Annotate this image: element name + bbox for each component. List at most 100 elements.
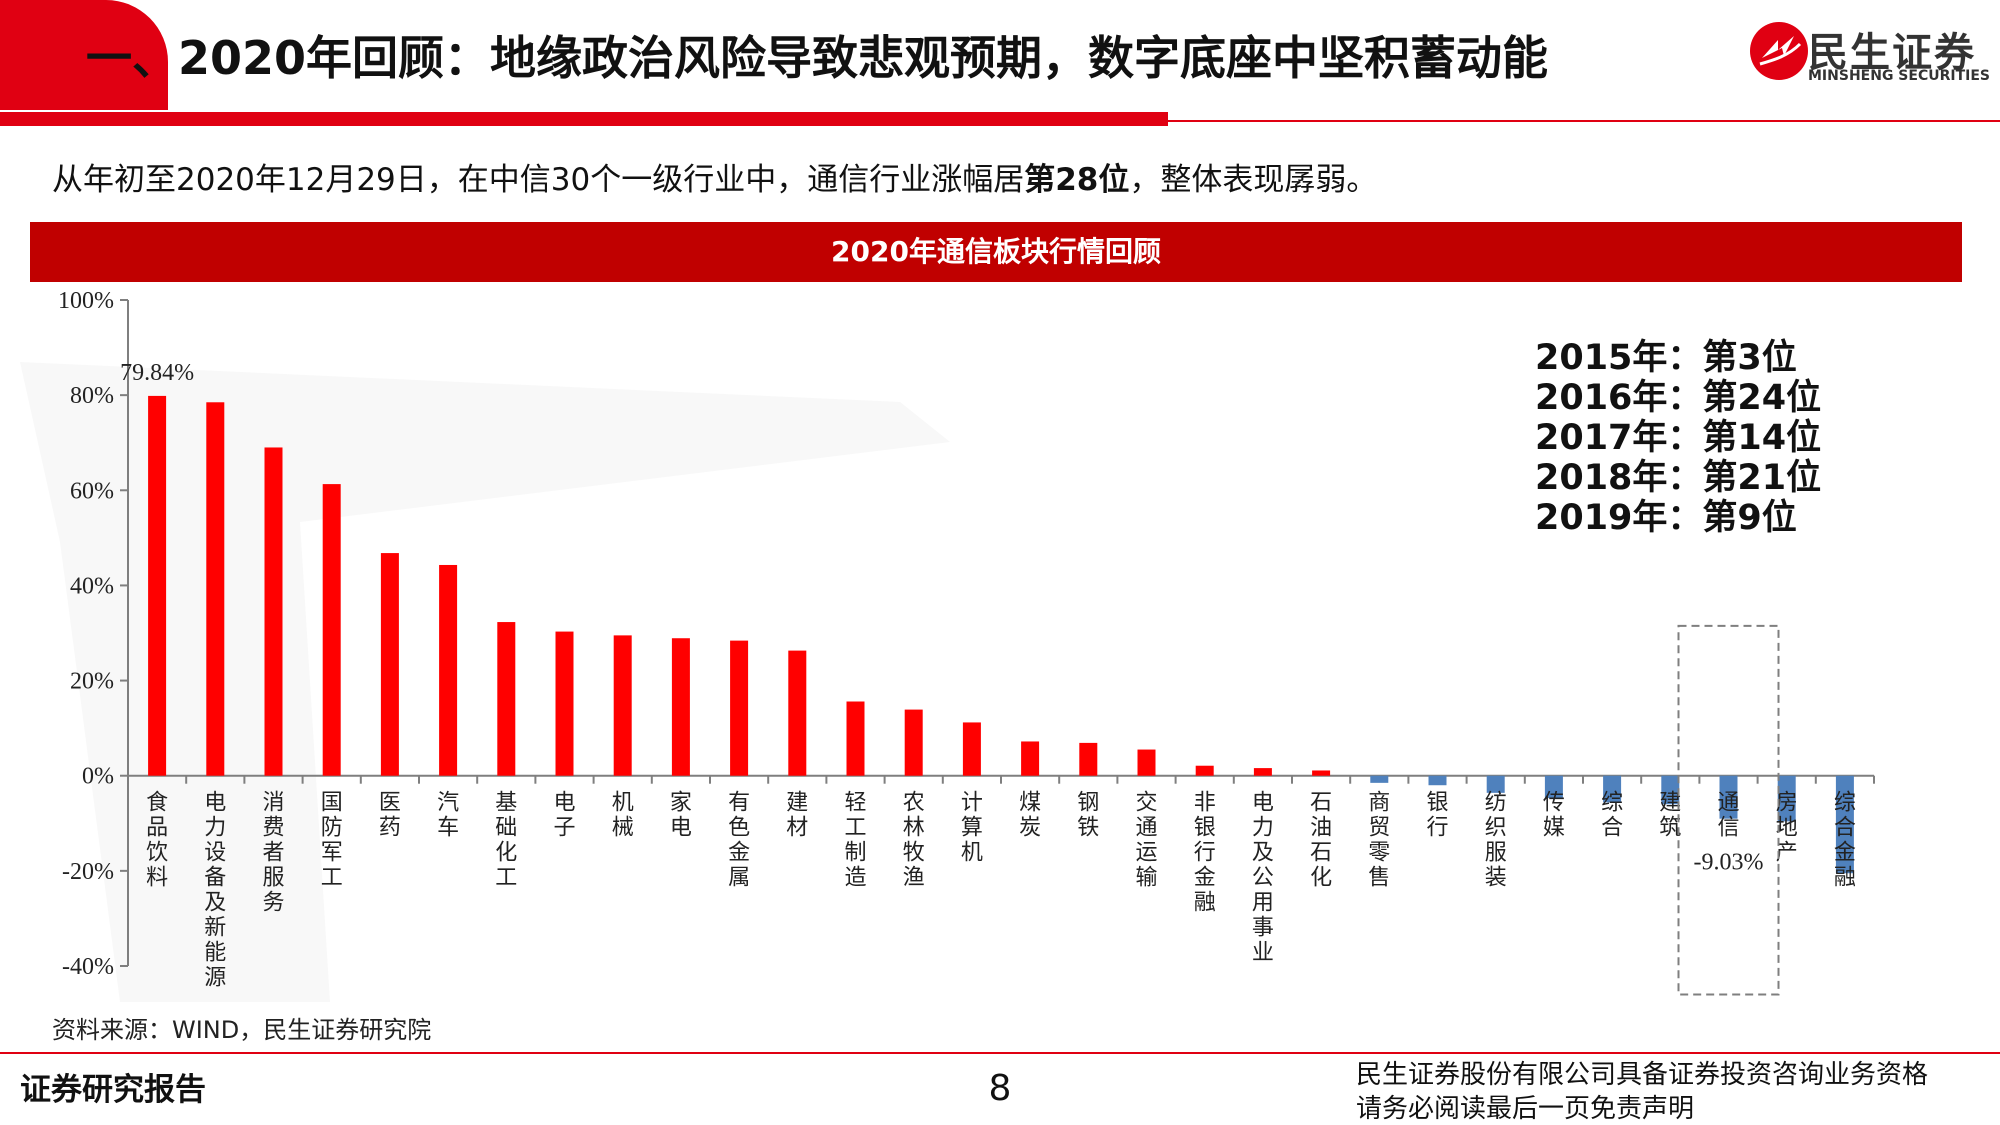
rank-history-2015: 2015年：第3位 xyxy=(1535,338,1797,378)
rank-history: 2015年：第3位 2016年：第24位 2017年：第14位 2018年：第2… xyxy=(1535,338,1835,538)
bar-交通运输 xyxy=(1137,749,1156,776)
chart-title-band xyxy=(30,222,1962,282)
brand-name-en: MINSHENG SECURITIES xyxy=(1808,68,1990,84)
rank-history-2018: 2018年：第21位 xyxy=(1535,458,1822,498)
y-tick-label: 0% xyxy=(82,764,114,790)
data-source: 资料来源：WIND，民生证券研究院 xyxy=(52,1016,432,1044)
bar-医药 xyxy=(380,553,399,776)
x-tick-label: 交通运输 xyxy=(1135,791,1157,891)
bar-非银行金融 xyxy=(1195,765,1214,776)
x-tick-label: 汽车 xyxy=(437,791,459,841)
x-tick-label: 食品饮料 xyxy=(146,791,168,891)
x-tick-label: 传媒 xyxy=(1543,791,1565,841)
x-tick-label: 有色金属 xyxy=(728,791,750,891)
watermark xyxy=(20,362,950,1002)
data-label: -9.03% xyxy=(1694,850,1764,876)
x-tick-label: 消费者服务 xyxy=(262,791,284,916)
y-axis-ticks: 100% 80% 60% 40% 20% 0% -20% -40% xyxy=(58,288,128,980)
subtitle-prefix: 从年初至2020年12月29日，在中信30个一级行业中，通信行业涨幅居 xyxy=(52,162,1025,198)
header-accent-tab xyxy=(0,0,168,110)
x-tick-label: 医药 xyxy=(379,791,401,841)
bar-计算机 xyxy=(962,722,981,776)
rank-history-2019: 2019年：第9位 xyxy=(1535,498,1797,538)
bar-综合 xyxy=(1603,775,1622,803)
footer-report-type: 证券研究报告 xyxy=(20,1072,206,1108)
subtitle: 从年初至2020年12月29日，在中信30个一级行业中，通信行业涨幅居第28位，… xyxy=(52,154,1377,199)
subtitle-suffix: ，整体表现孱弱。 xyxy=(1129,162,1378,198)
y-tick-label: 20% xyxy=(70,669,114,695)
bar-有色金属 xyxy=(730,640,749,776)
bar-综合金融 xyxy=(1835,775,1854,874)
bar-建材 xyxy=(788,650,807,776)
x-tick-label: 国防军工 xyxy=(321,791,343,891)
x-tick-label: 家电 xyxy=(670,791,692,841)
bar-农林牧渔 xyxy=(904,709,923,776)
x-tick-label: 建筑 xyxy=(1659,791,1681,841)
y-tick-label: 80% xyxy=(70,383,114,409)
bar-建筑 xyxy=(1661,775,1680,805)
bar-钢铁 xyxy=(1079,742,1098,776)
x-tick-label: 农林牧渔 xyxy=(903,791,925,891)
x-tick-label: 非银行金融 xyxy=(1194,791,1216,916)
bar-纺织服装 xyxy=(1486,775,1505,793)
bar-食品饮料 xyxy=(148,395,167,776)
x-tick-label: 银行 xyxy=(1426,791,1448,841)
bar-石油石化 xyxy=(1312,770,1331,776)
header-divider xyxy=(0,112,1168,126)
footer-disclaimer: 请务必阅读最后一页免责声明 xyxy=(1356,1094,1695,1124)
bar-电力及公用事业 xyxy=(1253,768,1272,776)
x-tick-label: 综合金融 xyxy=(1834,791,1856,891)
bar-电子 xyxy=(555,631,574,776)
header-divider-thin xyxy=(1168,120,2000,122)
x-tick-label: 综合 xyxy=(1601,791,1623,841)
bar-电力设备及新能源 xyxy=(206,402,225,776)
bars-group xyxy=(148,395,1854,874)
x-tick-label: 计算机 xyxy=(961,791,983,866)
y-tick-label: -20% xyxy=(62,859,114,885)
page-title: 一、2020年回顾：地缘政治风险导致悲观预期，数字底座中坚积蓄动能 xyxy=(86,31,1549,85)
bar-房地产 xyxy=(1777,775,1796,822)
y-tick-label: 60% xyxy=(70,478,114,504)
bar-银行 xyxy=(1428,775,1447,786)
minsheng-logo-icon xyxy=(1750,22,1808,80)
x-tick-label: 建材 xyxy=(786,791,808,841)
brand-name-cn: 民生证券 xyxy=(1808,30,1976,76)
bar-轻工制造 xyxy=(846,701,865,776)
bar-商贸零售 xyxy=(1370,775,1389,783)
bar-煤炭 xyxy=(1021,741,1040,776)
x-tick-label: 钢铁 xyxy=(1077,791,1099,841)
bar-国防军工 xyxy=(322,484,341,776)
x-tick-label: 电力设备及新能源 xyxy=(204,791,226,991)
y-tick-label: 40% xyxy=(70,573,114,599)
bar-chart: 100% 80% 60% 40% 20% 0% -20% -40% 食品饮料 电力设备及新能源 消… xyxy=(20,288,1875,1002)
x-tick-label: 通信 xyxy=(1717,791,1739,841)
x-tick-label: 电子 xyxy=(553,791,575,841)
x-tick-label: 机械 xyxy=(612,791,634,841)
x-tick-label: 石油石化 xyxy=(1310,791,1332,891)
y-tick-label: -40% xyxy=(62,954,114,980)
bar-传媒 xyxy=(1544,775,1563,799)
data-label: 79.84% xyxy=(120,360,194,386)
x-tick-label: 煤炭 xyxy=(1019,791,1041,841)
bar-机械 xyxy=(613,635,632,776)
bar-通信 xyxy=(1719,775,1738,819)
bar-基础化工 xyxy=(497,622,516,776)
x-tick-label: 轻工制造 xyxy=(844,791,866,891)
x-tick-label: 商贸零售 xyxy=(1368,791,1390,891)
page-number: 8 xyxy=(988,1068,1012,1109)
chart-axes xyxy=(127,300,1875,966)
y-tick-label: 100% xyxy=(58,288,114,314)
footer-qualification: 民生证券股份有限公司具备证券投资咨询业务资格 xyxy=(1356,1060,1929,1090)
rank-history-2016: 2016年：第24位 xyxy=(1535,378,1822,418)
bar-消费者服务 xyxy=(264,447,283,776)
data-labels: 79.84% -9.03% xyxy=(120,360,1763,876)
rank-history-2017: 2017年：第14位 xyxy=(1535,418,1822,458)
bar-家电 xyxy=(671,638,690,776)
watermark-shape xyxy=(20,362,950,1002)
subtitle-rank: 第28位 xyxy=(1024,162,1130,198)
bar-汽车 xyxy=(439,564,458,776)
x-tick-label: 纺织服装 xyxy=(1485,791,1507,891)
footer-divider xyxy=(0,1052,2000,1054)
x-tick-label: 基础化工 xyxy=(495,791,517,891)
